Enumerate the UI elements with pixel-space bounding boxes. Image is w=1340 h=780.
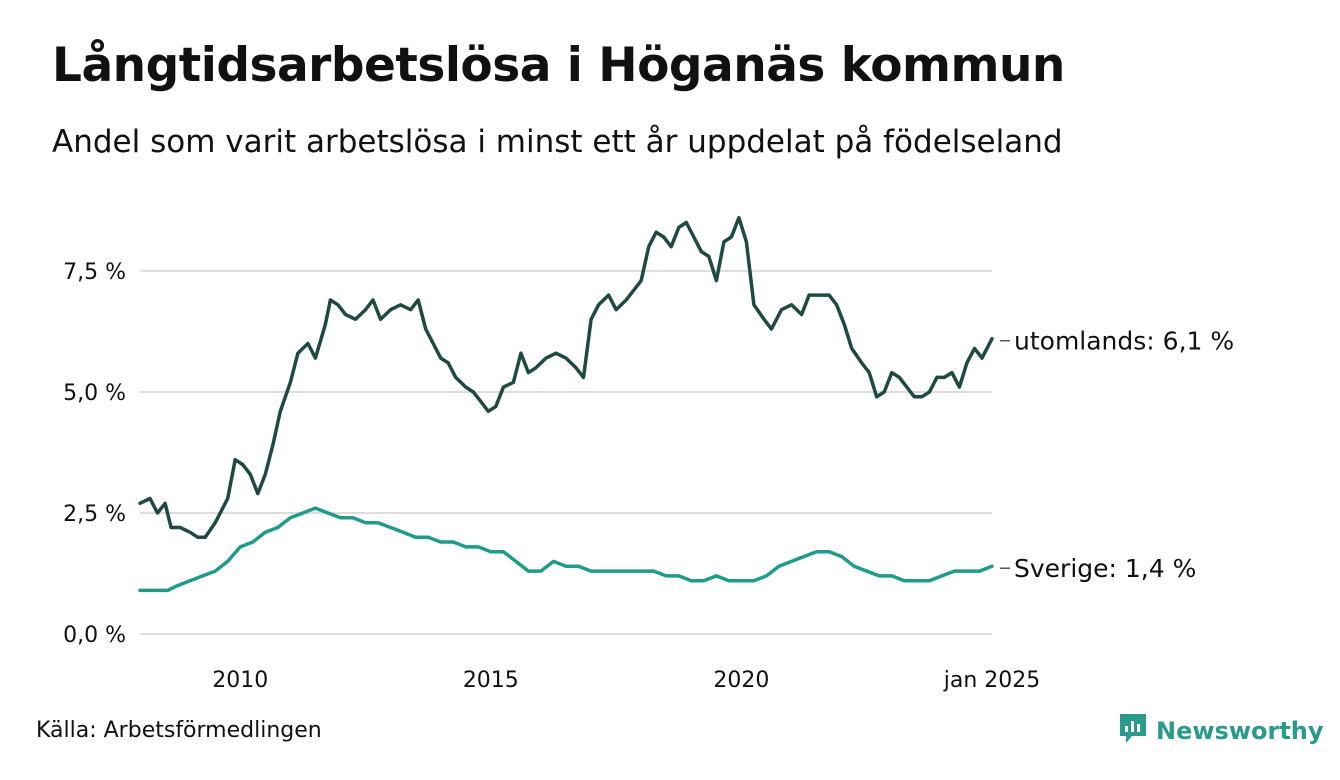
chart-subtitle: Andel som varit arbetslösa i minst ett å… xyxy=(52,124,1063,160)
series-line-sverige xyxy=(138,506,994,593)
newsworthy-logo-icon xyxy=(1118,712,1148,750)
x-tick-label: 2020 xyxy=(713,668,769,693)
newsworthy-logo-text: Newsworthy xyxy=(1156,717,1324,745)
series-line-utomlands xyxy=(138,215,994,539)
y-tick-label: 7,5 % xyxy=(63,260,126,285)
end-labels: utomlands: 6,1 % Sverige: 1,4 % xyxy=(1000,327,1234,583)
y-tick-label: 0,0 % xyxy=(63,623,126,648)
gridlines xyxy=(140,269,992,635)
y-tick-label: 2,5 % xyxy=(63,502,126,527)
x-tick-label: jan 2025 xyxy=(943,668,1041,693)
chart-title: Långtidsarbetslösa i Höganäs kommun xyxy=(52,38,1065,93)
x-tick-label: 2015 xyxy=(463,668,519,693)
y-tick-label: 5,0 % xyxy=(63,381,126,406)
x-axis-ticks: 2010 2015 2020 jan 2025 xyxy=(212,668,1040,693)
x-tick-label: 2010 xyxy=(212,668,268,693)
source-note: Källa: Arbetsförmedlingen xyxy=(36,718,322,743)
end-label-utomlands: utomlands: 6,1 % xyxy=(1014,327,1234,356)
y-axis-ticks: 0,0 % 2,5 % 5,0 % 7,5 % xyxy=(63,260,126,648)
newsworthy-logo[interactable]: Newsworthy xyxy=(1118,712,1324,750)
end-label-sverige: Sverige: 1,4 % xyxy=(1014,554,1196,583)
series-lines xyxy=(138,215,994,593)
